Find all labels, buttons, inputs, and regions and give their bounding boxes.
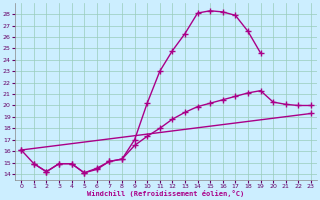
X-axis label: Windchill (Refroidissement éolien,°C): Windchill (Refroidissement éolien,°C)	[87, 190, 245, 197]
